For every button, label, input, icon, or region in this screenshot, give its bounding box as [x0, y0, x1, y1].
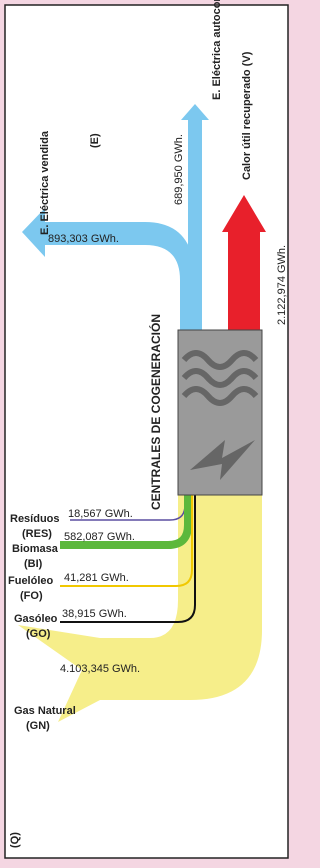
input-value: 4.103,345 GWh.	[60, 663, 140, 675]
input-code: (GO)	[26, 628, 51, 640]
value: 893,303 GWh.	[48, 233, 119, 245]
input-code: (BI)	[24, 558, 43, 570]
input-code: (GN)	[26, 720, 50, 732]
input-label: Fuelóleo	[8, 575, 54, 587]
input-label: Gasóleo	[14, 613, 58, 625]
label: Calor útil recuperado (V)	[241, 51, 253, 180]
input-label: Biomasa	[12, 543, 59, 555]
input-value: 582,087 GWh.	[64, 531, 135, 543]
input-code: (RES)	[22, 528, 52, 540]
input-value: 41,281 GWh.	[64, 572, 129, 584]
input-code: (FO)	[20, 590, 43, 602]
input-value: 18,567 GWh.	[68, 508, 133, 520]
center-label: CENTRALES DE COGENERACIÓN	[148, 314, 163, 510]
section: (Q)	[9, 832, 21, 848]
section: (E)	[89, 133, 101, 148]
input-label: Resíduos	[10, 513, 60, 525]
value: 2.122,974 GWh.	[276, 245, 288, 325]
label: E. Eléctrica vendida	[39, 130, 51, 235]
input-value: 38,915 GWh.	[62, 608, 127, 620]
input-label: Gas Natural	[14, 705, 76, 717]
label: E. Eléctrica autoconsumida	[211, 0, 223, 100]
diagram: E. Eléctrica autoconsumida Calor útil re…	[0, 0, 294, 863]
value: 689,950 GWh.	[173, 134, 185, 205]
